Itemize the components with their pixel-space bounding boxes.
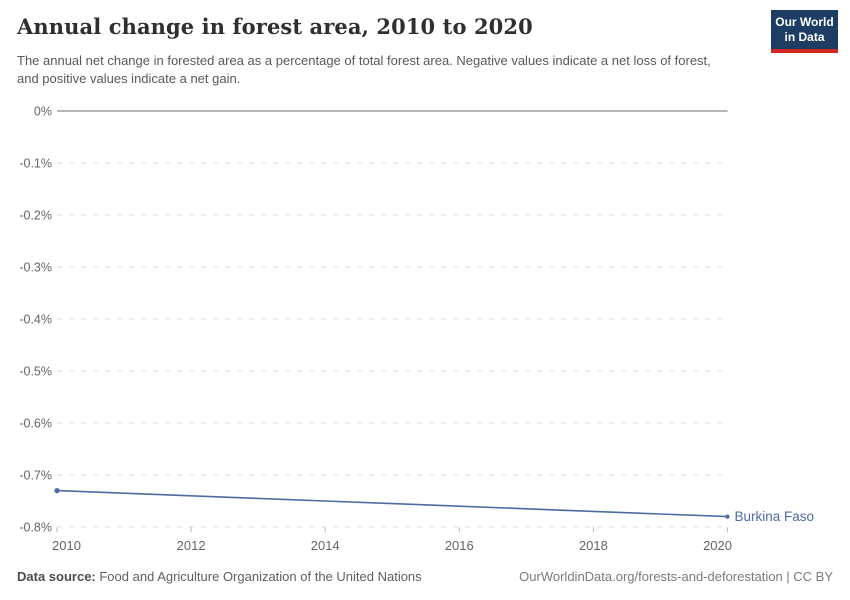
owid-logo-line1: Our World [775, 15, 834, 29]
y-axis-tick-label: -0.4% [19, 313, 52, 327]
y-axis-tick-label: -0.2% [19, 209, 52, 223]
page-title: Annual change in forest area, 2010 to 20… [17, 14, 533, 39]
owid-logo-line2: in Data [784, 30, 825, 44]
y-axis-tick-label: -0.6% [19, 417, 52, 431]
y-axis-tick-label: 0% [34, 105, 52, 119]
data-source: Data source: Food and Agriculture Organi… [17, 569, 422, 584]
y-axis-tick-label: -0.7% [19, 469, 52, 483]
y-axis-tick-label: -0.8% [19, 521, 52, 535]
series-entity-label[interactable]: Burkina Faso [735, 509, 815, 524]
y-axis-tick-label: -0.3% [19, 261, 52, 275]
data-source-text: Food and Agriculture Organization of the… [95, 569, 422, 584]
y-axis-tick-label: -0.1% [19, 157, 52, 171]
series-start-point [54, 488, 60, 494]
owid-logo[interactable]: Our World in Data [771, 10, 838, 53]
x-axis-tick-label: 2020 [703, 538, 732, 553]
x-axis-tick-label: 2010 [52, 538, 81, 553]
chart-subtitle: The annual net change in forested area a… [17, 53, 711, 86]
series-end-point [725, 514, 730, 519]
footer-link[interactable]: OurWorldinData.org/forests-and-deforesta… [519, 569, 833, 584]
x-axis-tick-label: 2012 [177, 538, 206, 553]
y-axis-tick-label: -0.5% [19, 365, 52, 379]
x-axis-tick-label: 2018 [579, 538, 608, 553]
x-axis-tick-label: 2016 [445, 538, 474, 553]
data-source-label: Data source: [17, 569, 96, 584]
x-axis-tick-label: 2014 [311, 538, 340, 553]
series-line[interactable] [56, 489, 729, 518]
